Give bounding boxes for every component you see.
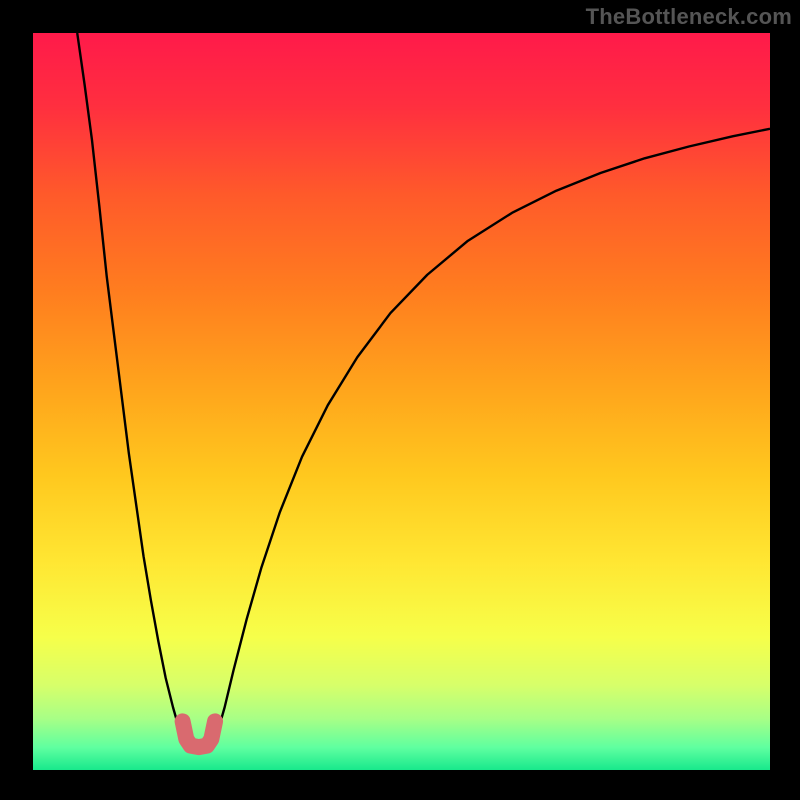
chart-container: TheBottleneck.com [0, 0, 800, 800]
watermark-text: TheBottleneck.com [586, 4, 792, 30]
chart-svg [33, 33, 770, 770]
plot-area [33, 33, 770, 770]
plot-background [33, 33, 770, 770]
